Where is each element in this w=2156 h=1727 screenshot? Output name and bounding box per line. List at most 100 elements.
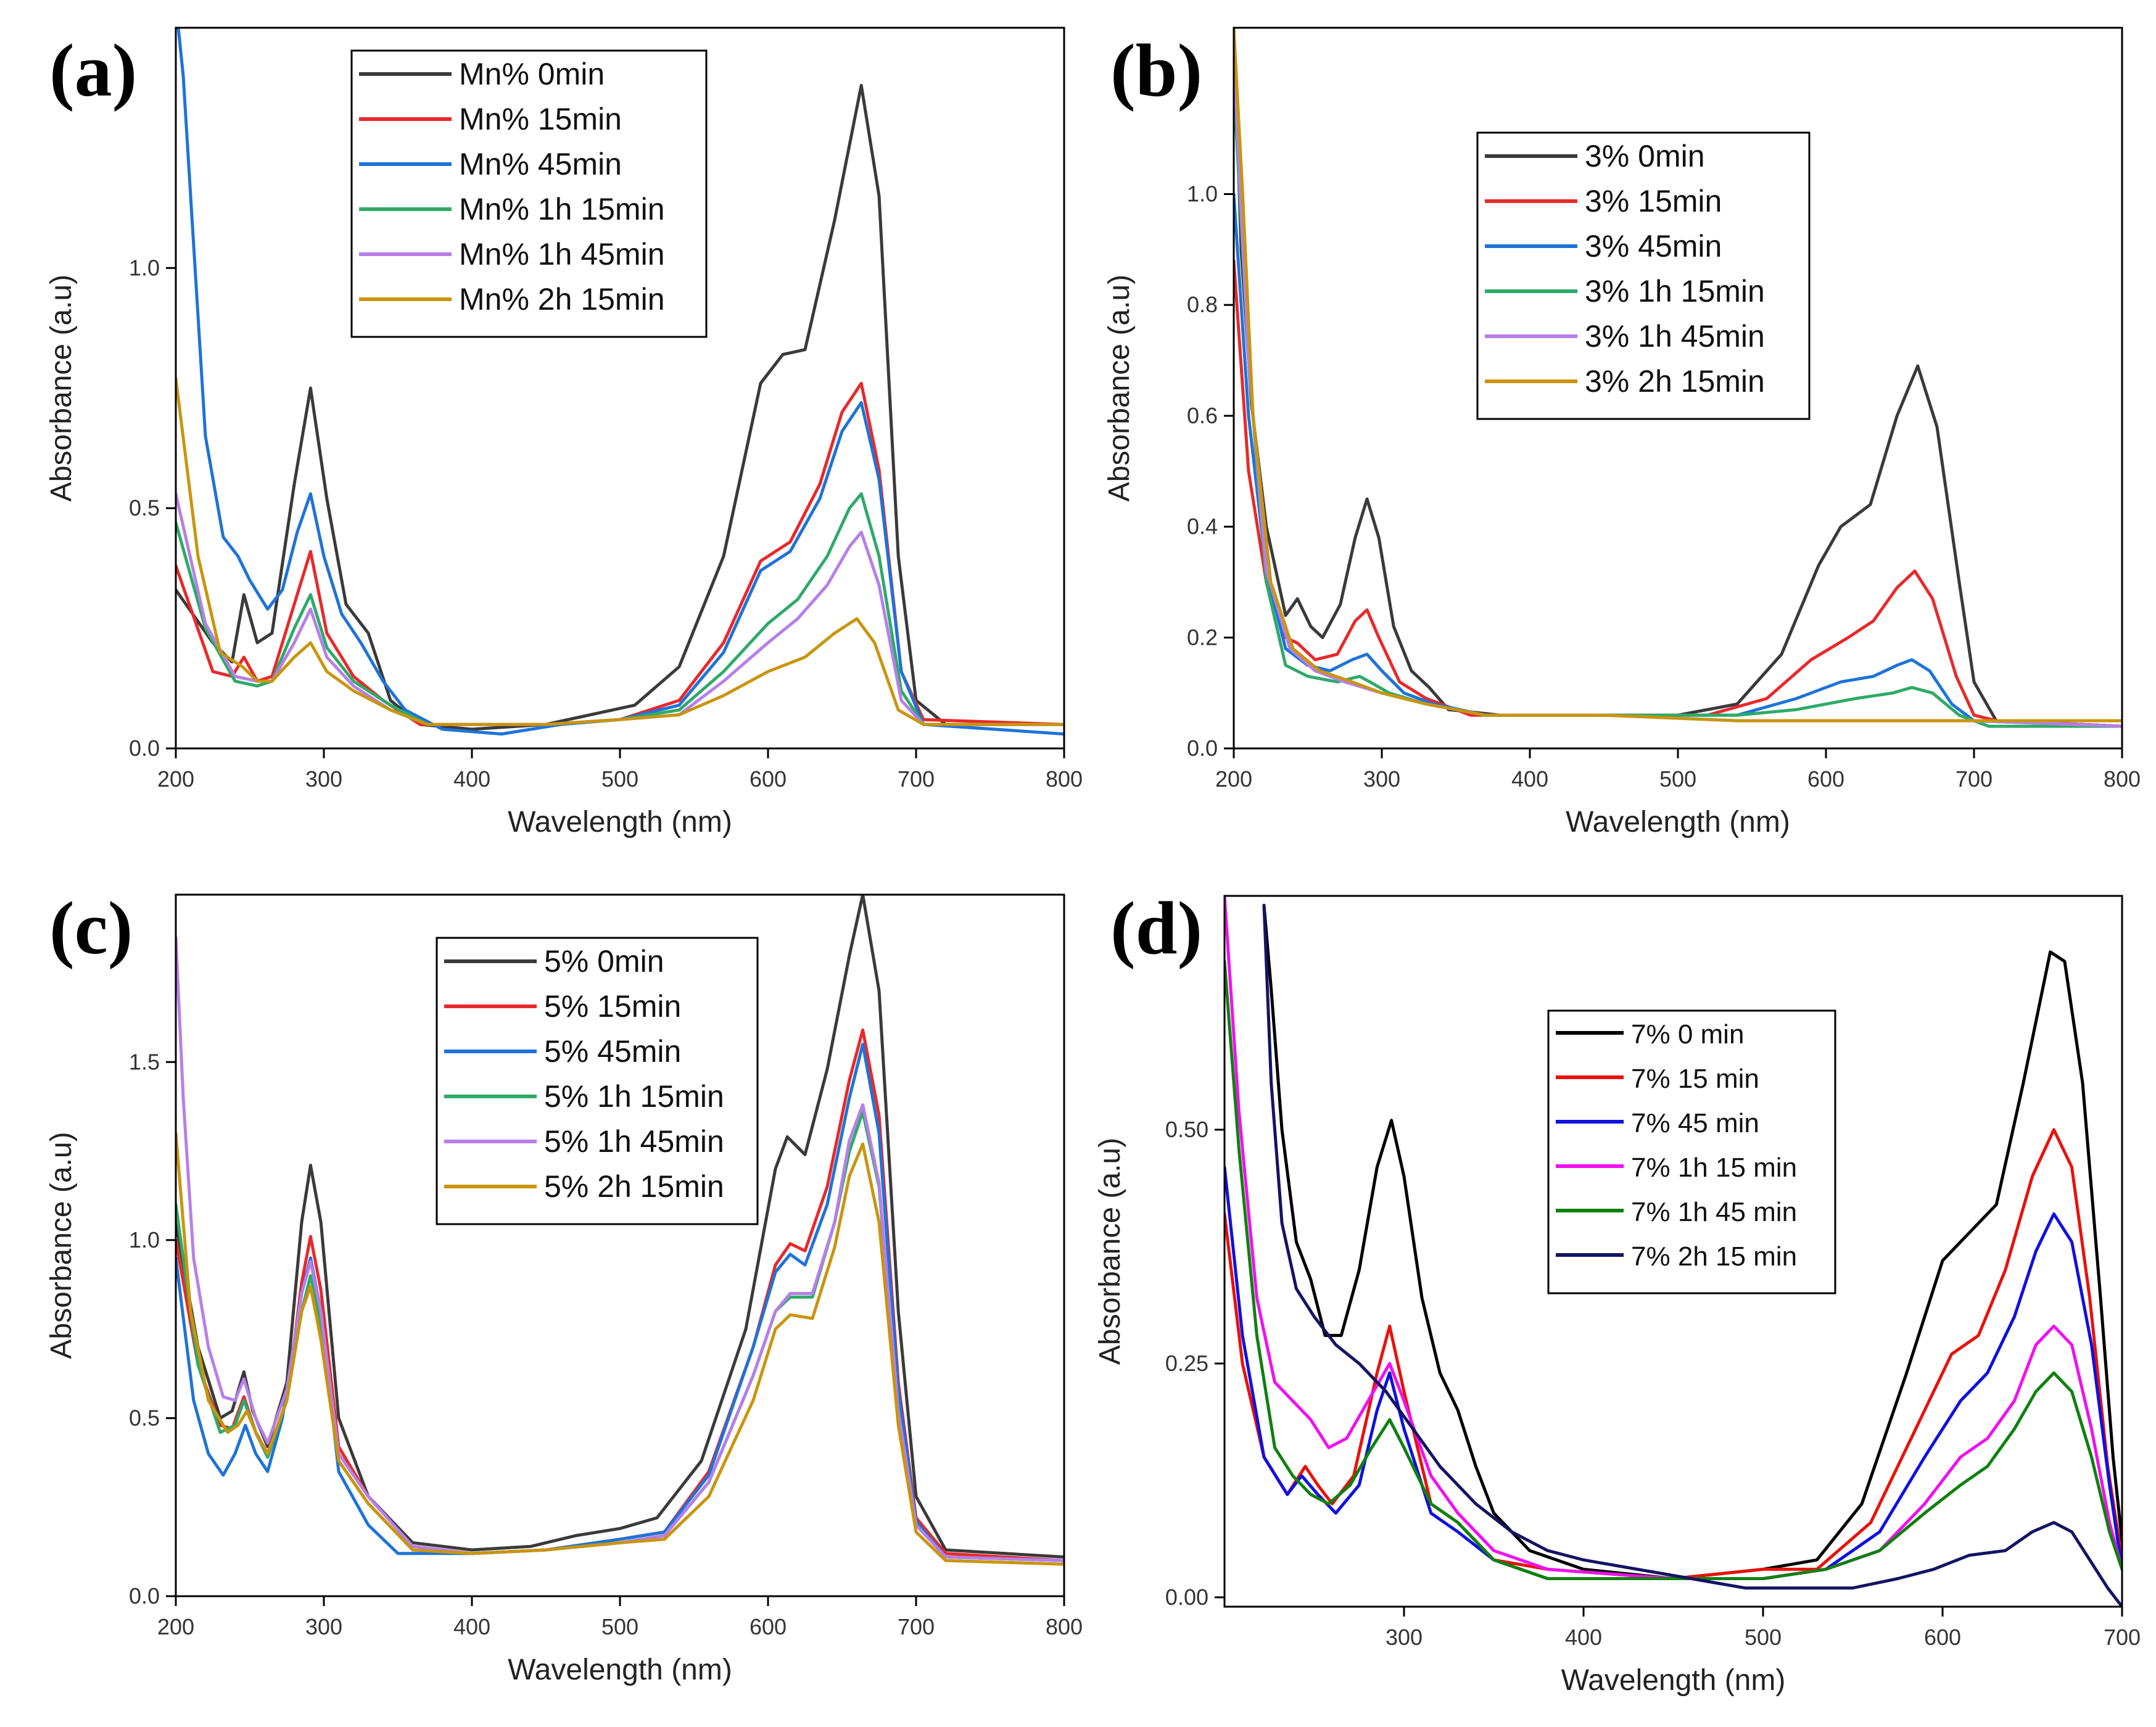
legend-label: Mn% 15min <box>459 102 622 136</box>
series-line-6 <box>176 376 1064 726</box>
legend-label: Mn% 1h 15min <box>459 192 665 226</box>
x-tick-label: 300 <box>305 1614 342 1639</box>
x-tick-label: 600 <box>1924 1625 1961 1650</box>
legend: 7% 0 min 7% 15 min 7% 45 min 7% 1h 15 min 7%… <box>1547 1009 1836 1294</box>
legend-label: Mn% 45min <box>459 147 622 181</box>
legend-label: 3% 45min <box>1585 229 1722 263</box>
y-tick-label: 0.8 <box>1187 292 1218 317</box>
x-tick-label: 400 <box>1511 766 1548 792</box>
series-line-2 <box>176 381 1064 726</box>
legend-label: 5% 15min <box>544 989 681 1024</box>
x-tick-label: 800 <box>1046 766 1083 792</box>
y-axis-title: Absorbance (a.u) <box>45 1132 78 1359</box>
y-tick-label: 1.0 <box>129 1227 160 1253</box>
y-axis-title: Absorbance (a.u) <box>1094 1138 1126 1365</box>
x-axis-title: Wavelength (nm) <box>508 806 732 839</box>
legend-label: 7% 1h 15 min <box>1631 1153 1797 1183</box>
x-axis-title: Wavelength (nm) <box>508 1654 732 1686</box>
legend-box <box>350 49 708 338</box>
legend-label: 5% 1h 45min <box>544 1124 724 1159</box>
x-axis-title: Wavelength (nm) <box>1561 1664 1786 1697</box>
x-tick-label: 400 <box>453 1614 490 1639</box>
series-group <box>176 28 1064 736</box>
series-line-5 <box>176 492 1064 726</box>
x-tick-label: 500 <box>601 1614 638 1639</box>
legend-label: Mn% 2h 15min <box>459 282 665 317</box>
x-tick-label: 400 <box>1565 1625 1602 1650</box>
series-group <box>176 895 1064 1566</box>
legend-label: 5% 45min <box>544 1034 681 1069</box>
y-tick-label: 0.5 <box>129 1405 160 1430</box>
y-tick-label: 0.00 <box>1165 1584 1208 1610</box>
x-tick-label: 800 <box>2104 766 2141 792</box>
legend-box <box>1547 1009 1836 1294</box>
series-group <box>1225 896 2122 1607</box>
x-tick-label: 200 <box>1215 766 1252 792</box>
panel-label: (d) <box>1110 887 1202 970</box>
y-axis-title: Absorbance (a.u) <box>1103 275 1136 502</box>
y-tick-label: 0.25 <box>1165 1351 1208 1376</box>
x-tick-label: 600 <box>750 1614 787 1639</box>
x-tick-label: 200 <box>157 766 194 792</box>
y-axis-title: Absorbance (a.u) <box>45 275 78 502</box>
panel-label: (c) <box>49 887 133 970</box>
series-group <box>1234 28 2122 728</box>
y-tick-label: 0.50 <box>1165 1117 1208 1142</box>
y-tick-label: 0.0 <box>1187 735 1218 761</box>
y-tick-label: 1.0 <box>129 255 160 280</box>
legend-label: 5% 0min <box>544 944 664 979</box>
y-tick-label: 0.0 <box>129 735 160 761</box>
legend-box <box>436 937 759 1225</box>
x-tick-label: 600 <box>1807 766 1844 792</box>
plot-frame <box>1223 895 2123 1608</box>
x-tick-label: 500 <box>601 766 638 792</box>
legend-label: Mn% 0min <box>459 57 605 91</box>
x-tick-label: 500 <box>1659 766 1696 792</box>
legend-label: 7% 0 min <box>1631 1019 1744 1050</box>
x-tick-label: 300 <box>1363 766 1400 792</box>
y-tick-label: 0.4 <box>1187 514 1218 539</box>
x-tick-label: 700 <box>898 766 935 792</box>
x-tick-label: 800 <box>1046 1614 1083 1639</box>
x-tick-label: 700 <box>898 1614 935 1639</box>
y-tick-label: 1.0 <box>1187 181 1218 207</box>
panel-label: (a) <box>49 29 137 112</box>
legend-label: 3% 15min <box>1585 184 1722 218</box>
legend-label: 3% 0min <box>1585 139 1705 173</box>
chart-panel-a: 200 300 400 500 600 700 800 0.0 0.5 1.0 Wavelength… <box>45 27 1083 839</box>
y-tick-label: 1.5 <box>129 1049 160 1074</box>
legend-label: 3% 2h 15min <box>1585 364 1765 399</box>
legend: 5% 0min 5% 15min 5% 45min 5% 1h 15min 5% 1h … <box>436 937 759 1225</box>
legend-label: 3% 1h 15min <box>1585 274 1765 309</box>
series-line-5 <box>1225 959 2122 1580</box>
x-tick-label: 700 <box>1956 766 1993 792</box>
chart-panel-b: 200 300 400 500 600 700 800 0.0 0.2 0.4 0.6 0.8 1.0 W… <box>1103 27 2141 839</box>
x-tick-label: 400 <box>453 766 490 792</box>
x-tick-label: 200 <box>157 1614 194 1639</box>
y-tick-label: 0.0 <box>129 1583 160 1609</box>
panel-label: (b) <box>1110 29 1202 112</box>
x-tick-label: 600 <box>750 766 787 792</box>
x-tick-label: 500 <box>1745 1625 1782 1650</box>
series-line-6 <box>1234 28 2122 723</box>
series-line-3 <box>176 28 1064 736</box>
legend-box <box>1476 131 1811 420</box>
series-line-4 <box>1225 896 2122 1580</box>
y-tick-label: 0.2 <box>1187 624 1218 650</box>
x-tick-label: 700 <box>2104 1625 2141 1650</box>
legend-label: 3% 1h 45min <box>1585 319 1765 354</box>
legend-label: 7% 15 min <box>1631 1064 1759 1094</box>
x-tick-label: 300 <box>1386 1625 1423 1650</box>
legend: 3% 0min 3% 15min 3% 45min 3% 1h 15min 3% 1h … <box>1476 131 1811 420</box>
series-line-6 <box>1262 903 2122 1607</box>
legend-label: 5% 2h 15min <box>544 1169 724 1204</box>
legend-label: 5% 1h 15min <box>544 1079 724 1114</box>
legend-label: 7% 2h 15 min <box>1631 1241 1797 1272</box>
chart-panel-d: 300 400 500 600 700 0.00 0.25 0.50 Wavelength (n… <box>1094 887 2141 1697</box>
chart-panel-c: 200 300 400 500 600 700 800 0.0 0.5 1.0 1.5 Wavelen… <box>45 887 1083 1686</box>
x-tick-label: 300 <box>305 766 342 792</box>
y-tick-label: 0.5 <box>129 495 160 521</box>
y-tick-label: 0.6 <box>1187 403 1218 428</box>
legend-label: 7% 45 min <box>1631 1108 1759 1138</box>
legend: Mn% 0min Mn% 15min Mn% 45min Mn% 1h 15min Mn… <box>350 49 708 338</box>
